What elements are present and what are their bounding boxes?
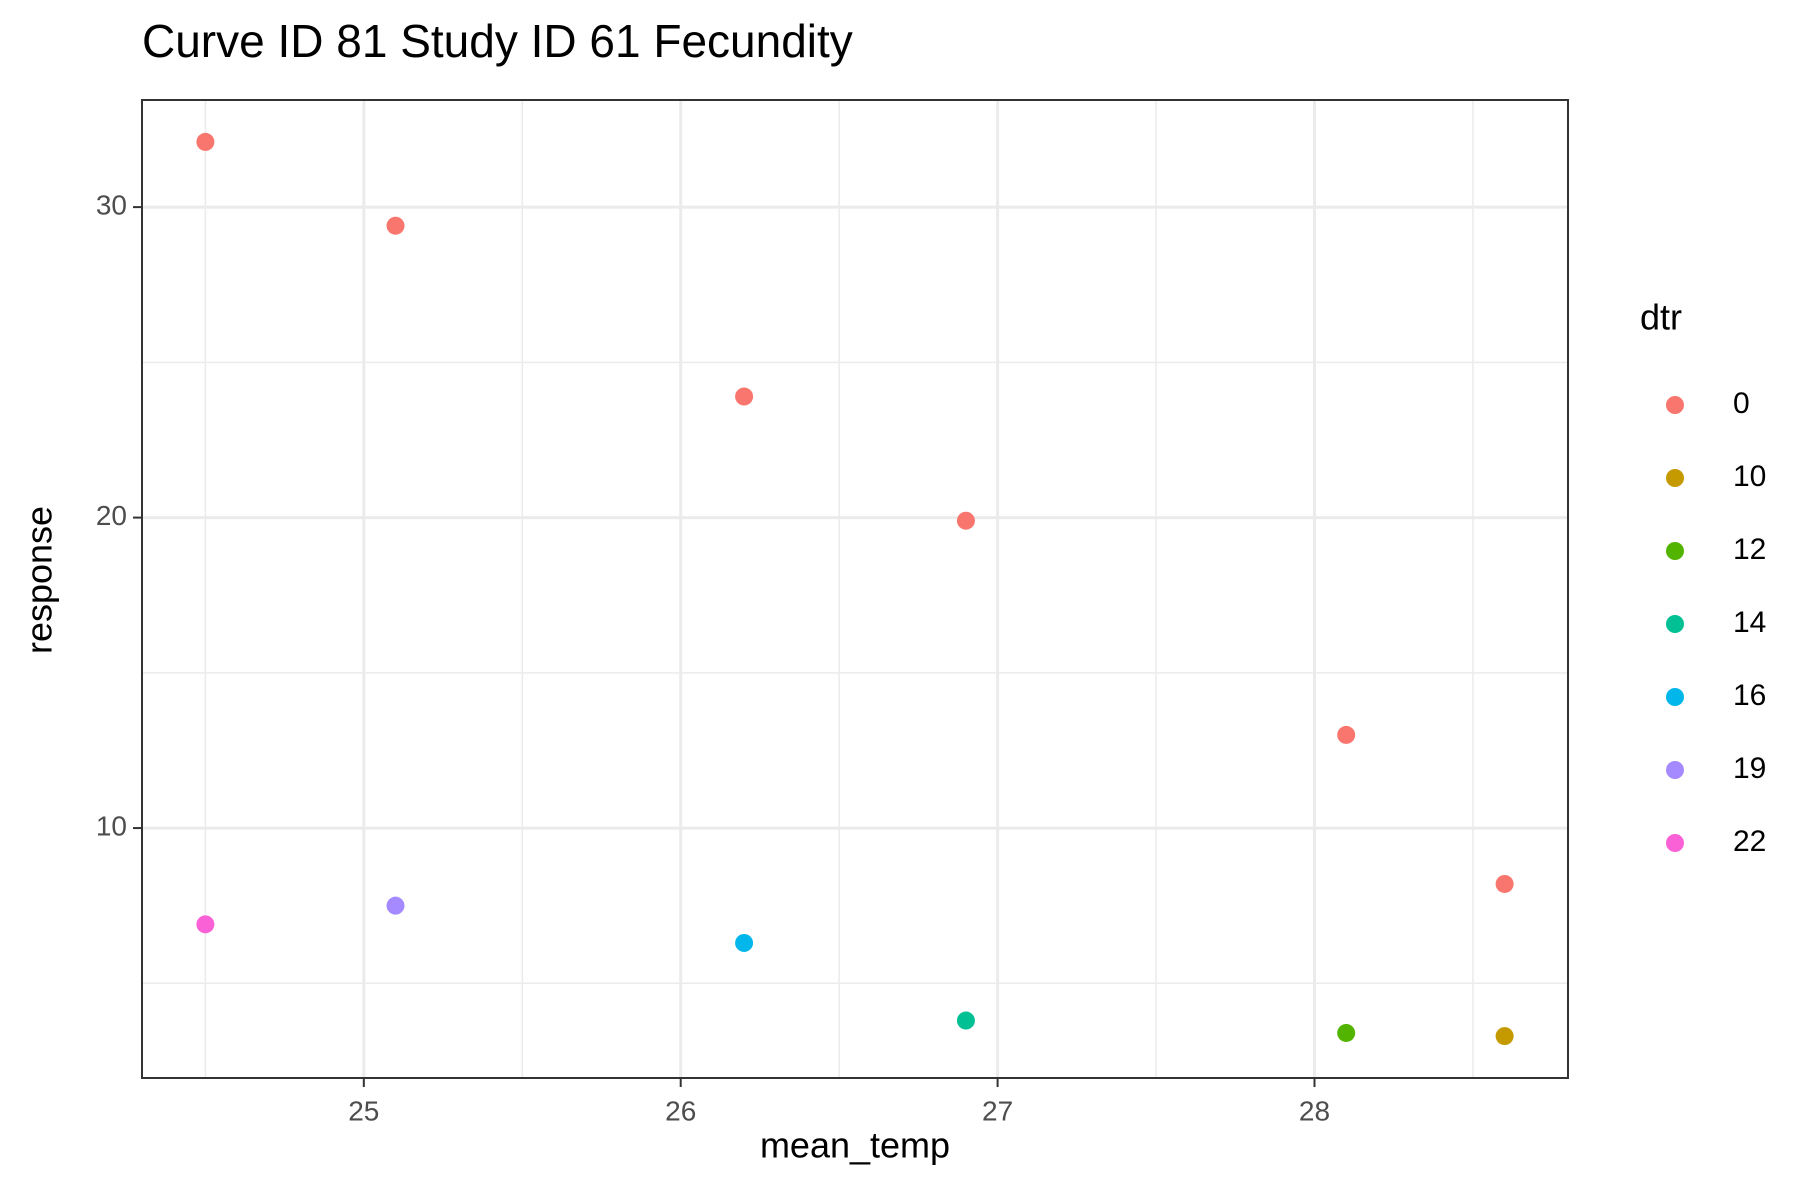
legend-swatch (1666, 761, 1684, 779)
x-tick-label: 28 (1299, 1095, 1330, 1126)
point (386, 216, 405, 235)
legend-swatch (1666, 615, 1684, 633)
legend-label: 10 (1733, 460, 1766, 493)
legend-swatch (1666, 396, 1684, 414)
point (1337, 725, 1356, 744)
point (956, 511, 975, 530)
point (1495, 874, 1514, 893)
legend-label: 19 (1733, 752, 1766, 785)
point (196, 132, 215, 151)
x-tick-label: 27 (982, 1095, 1013, 1126)
point (1337, 1023, 1356, 1042)
y-tick-label: 10 (96, 810, 127, 841)
legend-swatch (1666, 688, 1684, 706)
legend-swatch (1666, 542, 1684, 560)
legend-title: dtr (1640, 297, 1682, 338)
x-tick-label: 25 (348, 1095, 379, 1126)
y-axis-label: response (19, 506, 60, 654)
legend-label: 14 (1733, 606, 1766, 639)
legend-label: 12 (1733, 533, 1766, 566)
x-tick-label: 26 (665, 1095, 696, 1126)
y-tick-label: 30 (96, 190, 127, 221)
panel-border (141, 99, 1569, 1079)
legend-swatch (1666, 834, 1684, 852)
legend-swatch (1666, 469, 1684, 487)
legend-label: 22 (1733, 825, 1766, 858)
legend-label: 0 (1733, 387, 1750, 420)
point (735, 387, 754, 406)
chart-title: Curve ID 81 Study ID 61 Fecundity (142, 15, 853, 67)
point (196, 915, 215, 934)
point (956, 1011, 975, 1030)
y-tick-label: 20 (96, 500, 127, 531)
point (386, 896, 405, 915)
point (735, 933, 754, 952)
legend-label: 16 (1733, 679, 1766, 712)
x-axis-label: mean_temp (760, 1125, 950, 1166)
point (1495, 1027, 1514, 1046)
